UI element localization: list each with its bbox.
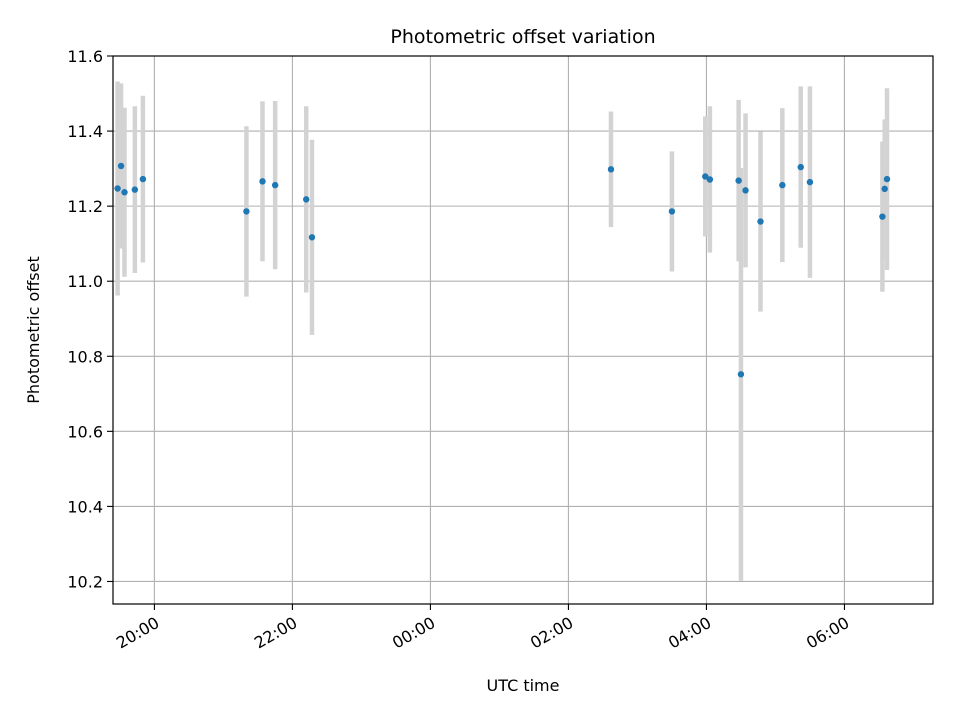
- data-point: [879, 213, 886, 220]
- data-point: [806, 178, 814, 186]
- data-point: [139, 175, 147, 183]
- plot-frame: [112, 55, 934, 605]
- data-point: [114, 185, 121, 192]
- y-tick-label: 11.6: [67, 47, 103, 66]
- data-point: [881, 185, 888, 193]
- y-tick-label: 10.2: [67, 572, 103, 591]
- data-point: [757, 218, 764, 225]
- data-point: [243, 208, 250, 215]
- data-point: [308, 234, 316, 241]
- data-point: [779, 181, 786, 189]
- data-point: [797, 163, 804, 171]
- y-axis-ticks: 10.2 10.4 10.6 10.8 11.0 11.2 11.4 11.6: [67, 47, 113, 591]
- y-tick-label: 11.4: [67, 122, 103, 141]
- y-tick-label: 10.4: [67, 497, 103, 516]
- data-point: [259, 178, 266, 185]
- data-point: [607, 166, 615, 173]
- y-axis-label: Photometric offset: [24, 256, 43, 404]
- y-tick-label: 11.2: [67, 197, 103, 216]
- data-point: [121, 189, 128, 196]
- data-point: [303, 196, 310, 203]
- y-tick-label: 11.0: [67, 272, 103, 291]
- y-tick-label: 10.6: [67, 422, 103, 441]
- y-tick-label: 10.8: [67, 347, 103, 366]
- data-point: [117, 162, 125, 170]
- data-point: [742, 187, 749, 194]
- data-points: [114, 162, 891, 378]
- data-point: [131, 186, 139, 193]
- data-point: [883, 175, 891, 183]
- data-point: [735, 177, 742, 184]
- chart-title: Photometric offset variation: [390, 26, 655, 48]
- data-point: [706, 176, 714, 183]
- x-axis-label: UTC time: [487, 676, 560, 695]
- data-point: [737, 371, 745, 378]
- data-point: [668, 208, 676, 215]
- data-point: [702, 173, 709, 180]
- data-point: [271, 181, 279, 189]
